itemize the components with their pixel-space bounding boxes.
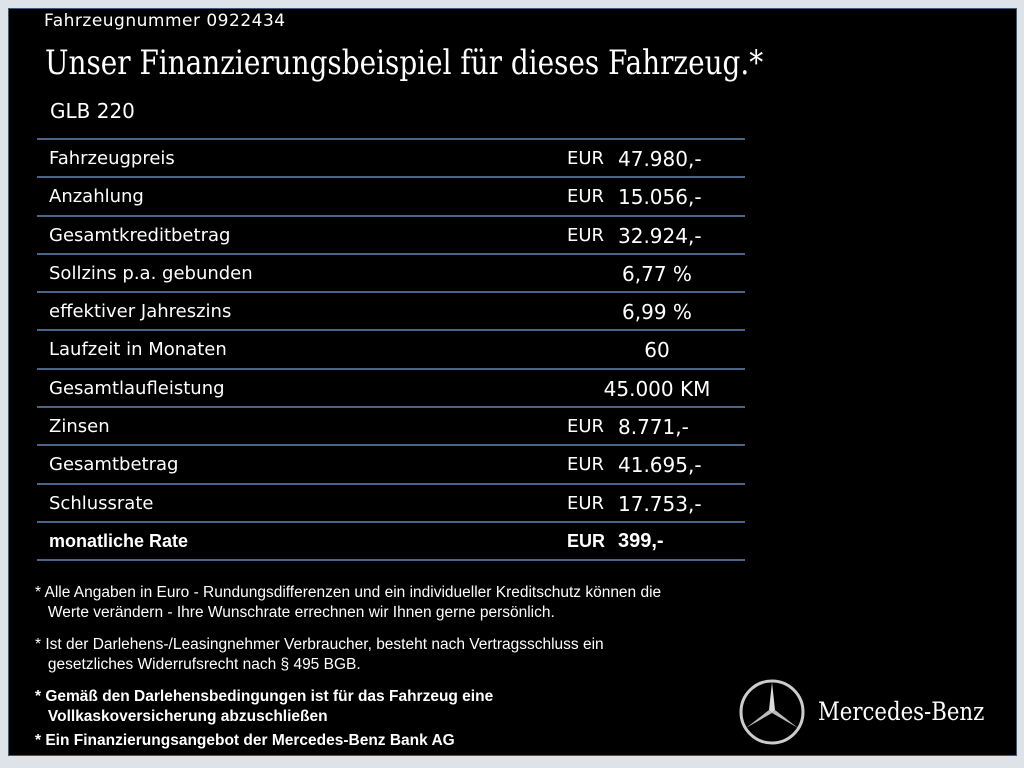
row-currency: EUR	[567, 148, 605, 169]
row-label: Gesamtkreditbetrag	[49, 224, 231, 246]
row-value: 15.056,-	[618, 185, 702, 210]
vehicle-number: Fahrzeugnummer 0922434	[44, 11, 286, 31]
row-label: monatliche Rate	[49, 530, 189, 551]
row-value: 45.000 KM	[603, 376, 711, 401]
table-row: Anzahlung EUR 15.056,-	[37, 178, 745, 217]
table-row: Zinsen EUR 8.771,-	[37, 408, 745, 447]
row-currency: EUR	[567, 416, 605, 438]
model-name: GLB 220	[50, 99, 135, 123]
row-currency: EUR	[567, 454, 605, 476]
page-title: Unser Finanzierungsbeispiel für dieses F…	[45, 43, 764, 83]
table-row: Laufzeit in Monaten 60	[37, 331, 745, 370]
row-value: 399,-	[618, 529, 664, 552]
row-value: 8.771,-	[618, 415, 689, 440]
table-row: Gesamtkreditbetrag EUR 32.924,-	[37, 217, 745, 255]
footnote: * Gemäß den Darlehensbedingungen ist für…	[35, 688, 494, 725]
row-currency: EUR	[567, 186, 605, 208]
table-row: monatliche Rate EUR 399,-	[37, 523, 745, 562]
footnote: * Ist der Darlehens-/Leasingnehmer Verbr…	[35, 636, 604, 673]
row-label: Fahrzeugpreis	[49, 148, 175, 169]
row-value: 60	[644, 338, 670, 363]
three-pointed-star-icon	[739, 679, 805, 745]
table-row: Schlussrate EUR 17.753,-	[37, 485, 745, 523]
table-row: Fahrzeugpreis EUR 47.980,-	[37, 140, 745, 179]
row-currency: EUR	[567, 492, 605, 514]
brand-name: Mercedes-Benz	[818, 697, 985, 726]
row-label: Schlussrate	[49, 492, 154, 514]
row-currency: EUR	[567, 224, 605, 246]
footnote: * Alle Angaben in Euro - Rundungsdiffere…	[35, 584, 662, 621]
row-label: Laufzeit in Monaten	[49, 339, 227, 361]
financing-table: Fahrzeugpreis EUR 47.980,- Anzahlung EUR 15.0…	[37, 138, 745, 562]
table-row: effektiver Jahreszins 6,99 %	[37, 293, 745, 332]
row-currency: EUR	[567, 530, 606, 551]
row-label: Gesamtbetrag	[49, 454, 179, 476]
table-row: Gesamtlaufleistung 45.000 KM	[37, 370, 745, 409]
row-label: Anzahlung	[49, 186, 144, 208]
row-value: 41.695,-	[618, 453, 702, 478]
row-value: 17.753,-	[618, 491, 702, 516]
row-label: Zinsen	[49, 416, 110, 438]
row-value: 32.924,-	[618, 223, 702, 248]
footnotes: * Alle Angaben in Euro - Rundungsdiffere…	[35, 583, 661, 755]
row-label: Sollzins p.a. gebunden	[49, 262, 253, 284]
row-label: Gesamtlaufleistung	[49, 377, 225, 399]
financing-panel: Fahrzeugnummer 0922434 Unser Finanzierun…	[8, 8, 1017, 756]
table-row: Sollzins p.a. gebunden 6,77 %	[37, 255, 745, 294]
row-label: effektiver Jahreszins	[49, 301, 232, 323]
footnote: * Ein Finanzierungsangebot der Mercedes-…	[35, 732, 455, 749]
table-row: Gesamtbetrag EUR 41.695,-	[37, 446, 745, 485]
row-value: 6,99 %	[622, 300, 692, 325]
row-value: 47.980,-	[618, 147, 702, 171]
row-value: 6,77 %	[622, 261, 692, 286]
